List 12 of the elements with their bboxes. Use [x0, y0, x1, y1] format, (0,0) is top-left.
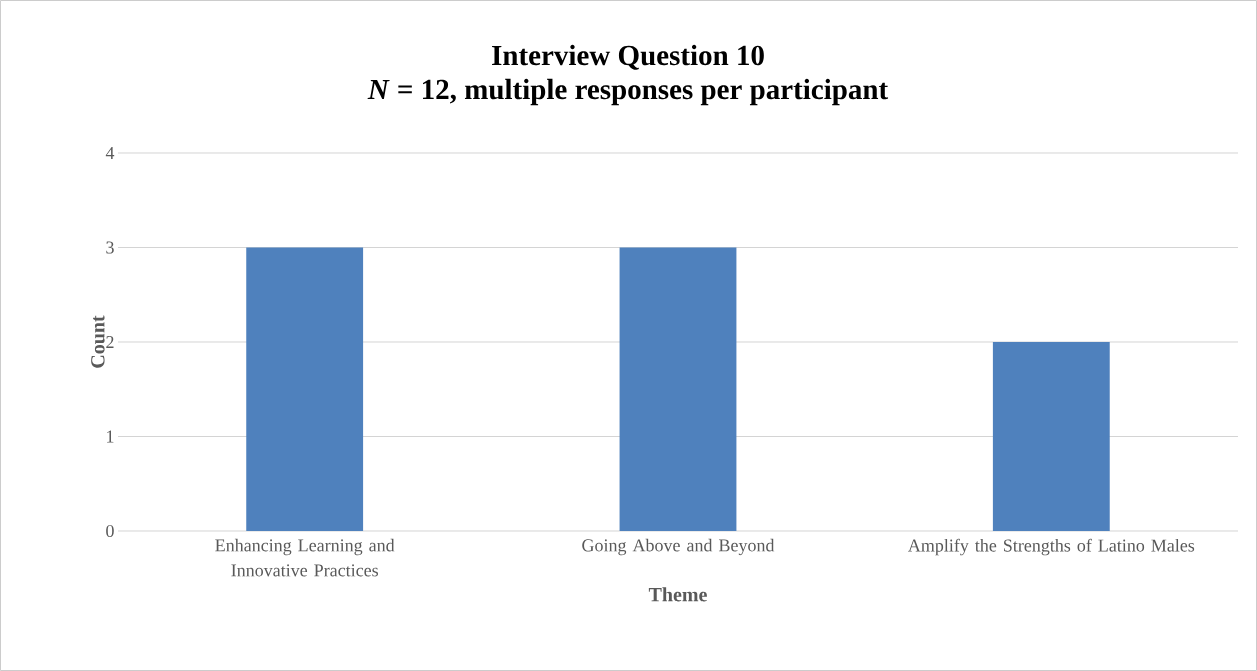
chart-subtitle: N = 12, multiple responses per participant [367, 78, 889, 106]
x-tick-label: Amplify the Strengths of Latino Males [908, 538, 1195, 556]
chart-title: Interview Question 10 [492, 44, 764, 70]
y-tick-label: 2 [106, 336, 114, 348]
x-tick-label: Enhancing Learning and Innovative Practices [215, 538, 395, 577]
x-axis-title: Theme [648, 587, 707, 602]
y-tick-label: 0 [106, 524, 114, 538]
y-tick-label: 4 [105, 147, 115, 159]
y-tick-label: 1 [107, 430, 114, 443]
y-tick-label: 3 [106, 241, 114, 254]
x-tick-label: Going Above and Beyond [582, 538, 775, 556]
y-axis-title: Count [91, 315, 105, 368]
